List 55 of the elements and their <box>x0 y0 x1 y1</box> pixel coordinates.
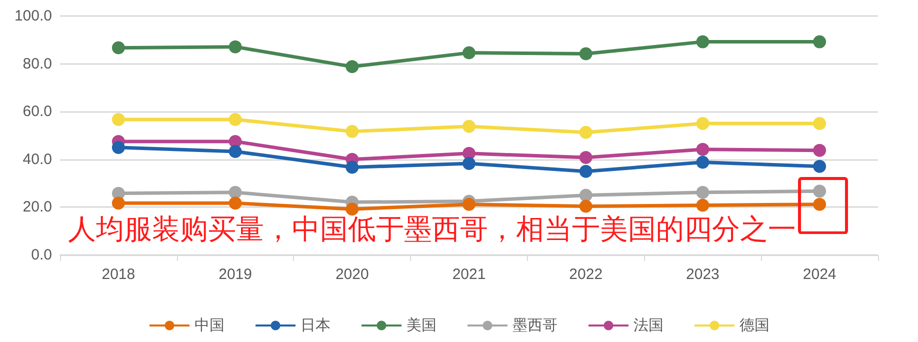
point <box>813 117 826 130</box>
point <box>696 198 710 212</box>
point <box>228 196 242 210</box>
point <box>346 160 359 174</box>
point <box>579 47 592 60</box>
point <box>112 196 125 210</box>
x-tick-label: 2022 <box>569 266 603 283</box>
x-tick-label: 2021 <box>452 266 486 283</box>
legend-label: 法国 <box>634 317 664 334</box>
point <box>813 184 826 198</box>
point <box>813 160 826 173</box>
point <box>462 46 476 60</box>
point <box>579 150 592 164</box>
point <box>813 198 826 211</box>
point <box>112 41 125 54</box>
y-tick-label: 60.0 <box>22 103 52 120</box>
point <box>112 112 125 126</box>
point <box>346 202 359 216</box>
x-tick-label: 2024 <box>802 266 836 283</box>
y-tick-label: 40.0 <box>22 150 52 168</box>
point <box>579 164 592 178</box>
point <box>696 142 710 156</box>
point <box>462 198 476 211</box>
point <box>228 186 242 199</box>
point <box>112 140 125 154</box>
point <box>462 156 476 170</box>
y-tick-label: 20.0 <box>22 198 52 216</box>
annotation: 人均服装购买量，中国低于墨西哥，相当于美国的四分之一 <box>68 214 796 244</box>
point <box>813 35 826 48</box>
point <box>462 120 476 133</box>
point <box>228 40 242 54</box>
point <box>813 144 826 157</box>
point <box>579 188 592 202</box>
x-tick-label: 2019 <box>218 266 252 283</box>
point <box>346 124 359 138</box>
y-tick-label: 80.0 <box>22 55 52 72</box>
point <box>346 60 359 74</box>
point <box>696 186 710 199</box>
point <box>579 200 592 213</box>
legend-label: 德国 <box>740 317 770 334</box>
legend-label: 墨西哥 <box>512 317 558 334</box>
x-tick-label: 2018 <box>102 266 136 283</box>
point <box>696 156 710 169</box>
x-tick-label: 2020 <box>335 266 369 283</box>
y-tick-label: 0.0 <box>31 246 52 264</box>
y-tick-label: 100.0 <box>14 8 52 24</box>
point <box>228 112 242 126</box>
legend-label: 日本 <box>300 317 330 334</box>
x-tick-label: 2023 <box>686 266 720 283</box>
point <box>696 35 710 48</box>
legend-label: 中国 <box>194 317 224 334</box>
point <box>696 117 710 130</box>
point <box>579 126 592 139</box>
legend-label: 美国 <box>406 317 436 334</box>
point <box>228 145 242 158</box>
